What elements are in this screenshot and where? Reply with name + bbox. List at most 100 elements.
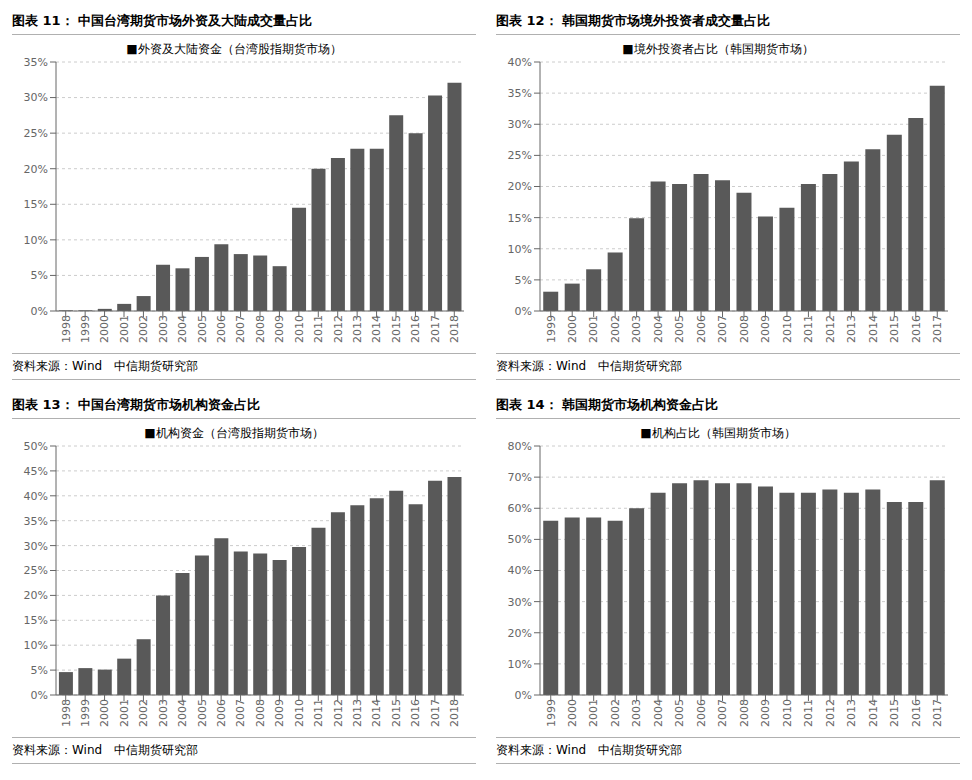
svg-text:2018: 2018 <box>448 699 461 727</box>
svg-text:2017: 2017 <box>931 315 944 343</box>
svg-text:2009: 2009 <box>759 315 772 343</box>
svg-text:1999: 1999 <box>545 315 558 343</box>
svg-text:2016: 2016 <box>910 699 923 727</box>
svg-text:15%: 15% <box>24 614 48 627</box>
svg-text:1999: 1999 <box>545 699 558 727</box>
svg-text:2006: 2006 <box>695 699 708 727</box>
svg-text:2014: 2014 <box>370 315 383 343</box>
svg-text:2001: 2001 <box>118 699 131 727</box>
svg-text:20%: 20% <box>24 163 48 176</box>
svg-text:2007: 2007 <box>234 315 247 343</box>
svg-text:2002: 2002 <box>609 315 622 343</box>
svg-text:10%: 10% <box>508 243 532 256</box>
svg-text:2004: 2004 <box>176 315 189 343</box>
svg-text:2015: 2015 <box>888 699 901 727</box>
svg-text:2012: 2012 <box>332 315 345 343</box>
svg-text:2009: 2009 <box>273 699 286 727</box>
svg-text:40%: 40% <box>24 490 48 503</box>
svg-text:50%: 50% <box>24 440 48 453</box>
svg-text:70%: 70% <box>508 471 532 484</box>
svg-text:2000: 2000 <box>566 699 579 727</box>
svg-text:2000: 2000 <box>98 315 111 343</box>
svg-text:2014: 2014 <box>867 699 880 727</box>
svg-text:2016: 2016 <box>409 699 422 727</box>
svg-text:2013: 2013 <box>351 699 364 727</box>
svg-text:50%: 50% <box>508 533 532 546</box>
svg-text:2005: 2005 <box>196 315 209 343</box>
svg-text:2017: 2017 <box>931 699 944 727</box>
svg-text:2005: 2005 <box>673 699 686 727</box>
svg-text:2002: 2002 <box>137 699 150 727</box>
svg-text:1998: 1998 <box>60 315 73 343</box>
svg-text:0%: 0% <box>515 689 532 702</box>
svg-text:1999: 1999 <box>79 315 92 343</box>
svg-text:10%: 10% <box>24 639 48 652</box>
svg-text:5%: 5% <box>515 274 532 287</box>
svg-text:2008: 2008 <box>254 699 267 727</box>
svg-text:2013: 2013 <box>845 315 858 343</box>
svg-text:2013: 2013 <box>351 315 364 343</box>
svg-text:0%: 0% <box>31 305 48 318</box>
svg-text:30%: 30% <box>24 91 48 104</box>
svg-text:40%: 40% <box>508 56 532 69</box>
svg-text:2014: 2014 <box>867 315 880 343</box>
svg-text:2003: 2003 <box>157 699 170 727</box>
svg-text:35%: 35% <box>24 515 48 528</box>
svg-text:2012: 2012 <box>824 699 837 727</box>
svg-text:35%: 35% <box>24 56 48 69</box>
svg-text:2001: 2001 <box>587 699 600 727</box>
svg-text:2015: 2015 <box>390 315 403 343</box>
svg-text:15%: 15% <box>508 212 532 225</box>
svg-text:25%: 25% <box>508 149 532 162</box>
svg-text:2003: 2003 <box>157 315 170 343</box>
svg-text:35%: 35% <box>508 87 532 100</box>
svg-text:2004: 2004 <box>652 315 665 343</box>
svg-text:2003: 2003 <box>630 315 643 343</box>
svg-text:2008: 2008 <box>254 315 267 343</box>
svg-text:2010: 2010 <box>781 315 794 343</box>
svg-text:20%: 20% <box>508 180 532 193</box>
svg-text:1998: 1998 <box>60 699 73 727</box>
svg-text:25%: 25% <box>24 564 48 577</box>
svg-text:2012: 2012 <box>332 699 345 727</box>
svg-text:2009: 2009 <box>759 699 772 727</box>
svg-text:0%: 0% <box>31 689 48 702</box>
svg-text:30%: 30% <box>508 596 532 609</box>
svg-text:2017: 2017 <box>429 699 442 727</box>
svg-text:2000: 2000 <box>98 699 111 727</box>
svg-text:2005: 2005 <box>673 315 686 343</box>
svg-text:2006: 2006 <box>215 315 228 343</box>
svg-text:2011: 2011 <box>802 315 815 343</box>
svg-text:45%: 45% <box>24 465 48 478</box>
svg-text:30%: 30% <box>24 540 48 553</box>
svg-text:2003: 2003 <box>630 699 643 727</box>
svg-text:2009: 2009 <box>273 315 286 343</box>
svg-text:2001: 2001 <box>587 315 600 343</box>
svg-text:2004: 2004 <box>176 699 189 727</box>
svg-text:5%: 5% <box>31 664 48 677</box>
svg-text:2002: 2002 <box>137 315 150 343</box>
svg-text:5%: 5% <box>31 269 48 282</box>
svg-text:2015: 2015 <box>888 315 901 343</box>
svg-text:2006: 2006 <box>215 699 228 727</box>
svg-text:2010: 2010 <box>781 699 794 727</box>
svg-text:20%: 20% <box>508 627 532 640</box>
svg-text:2015: 2015 <box>390 699 403 727</box>
svg-text:2017: 2017 <box>429 315 442 343</box>
svg-text:20%: 20% <box>24 589 48 602</box>
svg-text:2011: 2011 <box>802 699 815 727</box>
svg-text:2004: 2004 <box>652 699 665 727</box>
svg-text:2008: 2008 <box>738 699 751 727</box>
svg-text:2012: 2012 <box>824 315 837 343</box>
svg-text:2011: 2011 <box>312 315 325 343</box>
svg-text:2016: 2016 <box>910 315 923 343</box>
svg-text:80%: 80% <box>508 440 532 453</box>
svg-text:2010: 2010 <box>293 699 306 727</box>
svg-text:2018: 2018 <box>448 315 461 343</box>
svg-text:0%: 0% <box>515 305 532 318</box>
svg-text:2005: 2005 <box>196 699 209 727</box>
svg-text:2010: 2010 <box>293 315 306 343</box>
svg-text:2016: 2016 <box>409 315 422 343</box>
svg-text:25%: 25% <box>24 127 48 140</box>
svg-text:40%: 40% <box>508 564 532 577</box>
